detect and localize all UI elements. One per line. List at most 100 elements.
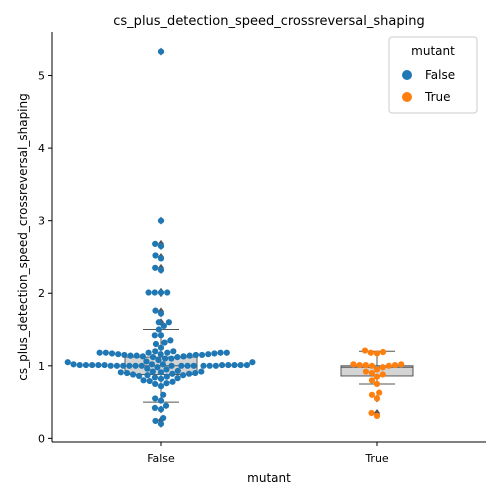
data-point: [129, 371, 137, 378]
data-point: [152, 395, 159, 402]
data-point: [151, 332, 158, 339]
data-point: [152, 340, 160, 348]
data-point: [379, 364, 386, 371]
data-point: [157, 217, 165, 224]
data-point: [144, 365, 151, 372]
data-point: [206, 362, 213, 369]
data-point: [212, 362, 220, 369]
data-point: [190, 362, 197, 369]
data-point: [144, 372, 151, 379]
y-tick-label: 0: [38, 432, 45, 445]
data-point: [163, 366, 170, 373]
data-point: [152, 348, 159, 355]
data-point: [205, 351, 212, 358]
data-point: [117, 369, 124, 376]
data-point: [115, 351, 122, 358]
data-point: [186, 352, 193, 359]
y-ticks: 0 1 2 3 4 5: [38, 70, 52, 445]
data-point: [157, 332, 165, 339]
data-point: [64, 359, 71, 366]
data-point: [121, 351, 128, 359]
data-point: [146, 377, 153, 385]
data-point: [362, 368, 370, 375]
data-point: [70, 361, 77, 368]
data-point: [101, 361, 108, 369]
data-point: [356, 361, 363, 369]
data-point: [168, 362, 175, 369]
data-point: [127, 352, 134, 359]
data-point: [160, 322, 167, 329]
data-point: [157, 369, 165, 376]
data-point: [373, 412, 381, 419]
data-point: [157, 397, 165, 404]
x-tick-label: True: [364, 452, 389, 465]
data-point: [211, 350, 218, 357]
data-point: [373, 373, 381, 380]
data-point: [184, 362, 191, 369]
data-point: [237, 361, 244, 369]
data-point: [192, 369, 199, 377]
chart-title: cs_plus_detection_speed_crossreversal_sh…: [113, 14, 424, 29]
y-tick-label: 5: [38, 70, 45, 83]
data-point: [164, 289, 171, 296]
data-point: [136, 372, 143, 380]
data-point: [362, 361, 369, 369]
series-false: [64, 48, 256, 427]
data-point: [379, 348, 387, 356]
data-point: [76, 361, 83, 369]
data-point: [155, 356, 162, 364]
data-point: [361, 347, 369, 354]
data-point: [126, 362, 133, 369]
data-point: [350, 361, 357, 368]
data-point: [185, 370, 193, 377]
data-point: [113, 362, 121, 369]
data-point: [385, 362, 392, 369]
data-point: [169, 370, 176, 377]
data-point: [82, 361, 90, 369]
data-point: [398, 361, 405, 368]
data-point: [373, 366, 381, 373]
data-point: [373, 395, 381, 402]
data-point: [373, 350, 381, 357]
data-point: [368, 362, 376, 369]
data-point: [152, 252, 159, 259]
data-point: [133, 352, 140, 359]
y-tick-label: 3: [38, 215, 45, 228]
data-point: [145, 349, 152, 356]
plot-area: [64, 47, 414, 428]
data-point: [138, 362, 145, 369]
data-point: [149, 368, 156, 375]
data-point: [89, 361, 96, 369]
data-point: [218, 361, 226, 369]
data-point: [159, 361, 167, 368]
data-point: [368, 409, 375, 417]
data-point: [223, 349, 230, 356]
y-axis-label: cs_plus_detection_speed_crossreversal_sh…: [16, 93, 30, 381]
legend-label-true: True: [424, 90, 451, 104]
data-point: [152, 417, 159, 425]
data-point: [96, 349, 103, 356]
data-point: [243, 361, 251, 369]
data-point: [178, 362, 185, 369]
data-point: [170, 348, 177, 355]
data-point: [391, 361, 399, 369]
data-point: [157, 242, 165, 250]
data-point: [198, 368, 205, 375]
data-point: [157, 406, 165, 413]
data-point: [132, 362, 139, 369]
data-point: [167, 337, 174, 344]
data-point: [120, 362, 127, 369]
data-point: [140, 377, 147, 384]
data-point: [155, 319, 162, 326]
y-tick-label: 1: [38, 360, 45, 373]
data-point: [373, 380, 381, 388]
data-point: [157, 310, 165, 317]
data-point: [368, 369, 376, 377]
data-point: [139, 353, 146, 360]
data-point: [162, 402, 170, 409]
data-point: [157, 420, 165, 427]
legend-marker-true: [402, 92, 412, 102]
data-point: [165, 319, 172, 326]
legend-title: mutant: [411, 44, 455, 58]
data-point: [161, 339, 168, 346]
